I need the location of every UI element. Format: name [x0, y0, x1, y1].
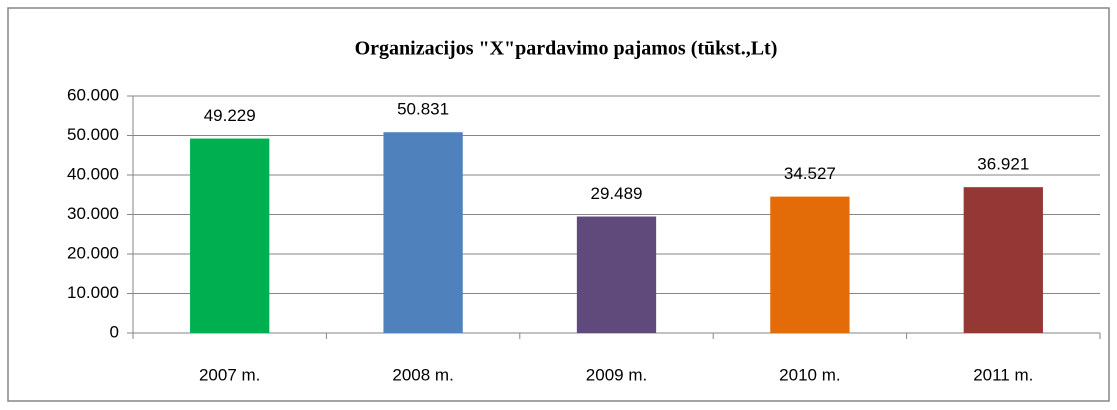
x-tick-label: 2011 m. [973, 365, 1033, 384]
bar [383, 132, 463, 333]
data-label: 36.921 [977, 155, 1029, 174]
y-tick-label: 60.000 [67, 85, 119, 104]
y-tick-label: 50.000 [67, 125, 119, 144]
chart-title: Organizacijos "X"pardavimo pajamos (tūks… [355, 38, 778, 60]
bar [190, 138, 270, 333]
x-tick-label: 2010 m. [779, 365, 840, 384]
y-tick-label: 40.000 [67, 164, 119, 183]
bar [770, 196, 850, 333]
data-label: 29.489 [591, 184, 643, 203]
x-tick-label: 2007 m. [199, 365, 260, 384]
y-tick-label: 10.000 [67, 283, 119, 302]
bar [963, 187, 1043, 333]
y-tick-label: 30.000 [67, 204, 119, 223]
bar [576, 216, 657, 333]
data-label: 50.831 [397, 100, 449, 119]
chart-frame [7, 7, 1110, 402]
y-tick-label: 20.000 [67, 243, 119, 262]
y-tick-label: 0 [110, 322, 119, 341]
x-tick-label: 2009 m. [586, 365, 647, 384]
data-label: 49.229 [204, 106, 256, 125]
data-label: 34.527 [784, 164, 836, 183]
x-tick-label: 2008 m. [392, 365, 453, 384]
